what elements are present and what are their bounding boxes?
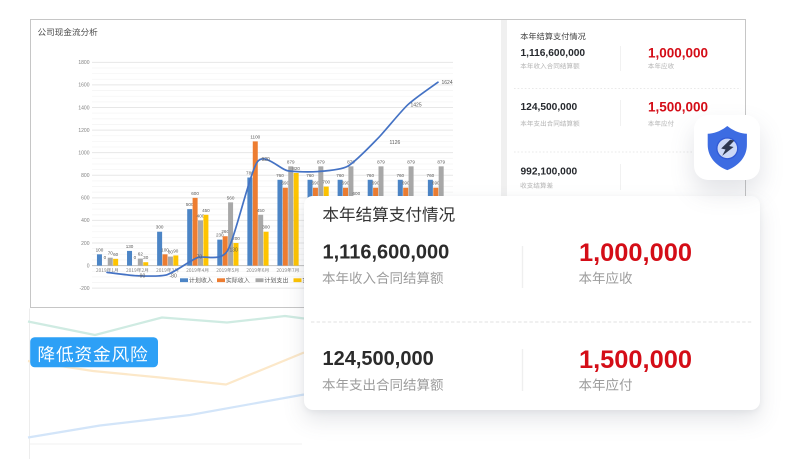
- svg-text:100: 100: [161, 247, 169, 252]
- svg-text:690: 690: [372, 181, 380, 186]
- svg-text:400: 400: [81, 218, 90, 224]
- svg-text:690: 690: [402, 181, 410, 186]
- svg-text:1800: 1800: [78, 60, 89, 66]
- svg-text:690: 690: [312, 181, 320, 186]
- svg-text:30: 30: [143, 255, 149, 260]
- svg-text:-80: -80: [170, 273, 177, 279]
- svg-text:130: 130: [230, 248, 239, 254]
- svg-text:0: 0: [87, 263, 90, 269]
- svg-text:-200: -200: [79, 286, 89, 292]
- svg-text:500: 500: [186, 202, 194, 207]
- svg-text:200: 200: [232, 236, 240, 241]
- svg-text:1000: 1000: [78, 150, 89, 156]
- svg-text:1425: 1425: [411, 103, 422, 109]
- svg-text:600: 600: [191, 191, 199, 196]
- svg-text:0: 0: [134, 255, 137, 260]
- svg-text:130: 130: [126, 244, 134, 249]
- svg-text:780: 780: [246, 171, 254, 176]
- svg-text:1,500,000: 1,500,000: [648, 100, 708, 115]
- svg-text:560: 560: [227, 195, 235, 200]
- svg-text:1,500,000: 1,500,000: [579, 346, 692, 374]
- svg-text:879: 879: [347, 159, 355, 164]
- svg-text:760: 760: [396, 173, 404, 178]
- svg-text:800: 800: [81, 173, 90, 179]
- svg-text:90: 90: [173, 248, 179, 253]
- svg-text:760: 760: [276, 173, 284, 178]
- svg-text:690: 690: [342, 181, 350, 186]
- svg-text:1400: 1400: [78, 105, 89, 111]
- svg-text:1,000,000: 1,000,000: [648, 46, 708, 61]
- svg-text:1,000,000: 1,000,000: [579, 239, 692, 267]
- svg-text:1600: 1600: [78, 83, 89, 89]
- svg-text:1,116,600,000: 1,116,600,000: [521, 48, 586, 59]
- svg-text:690: 690: [432, 181, 440, 186]
- svg-text:60: 60: [113, 252, 119, 257]
- svg-text:1624: 1624: [442, 80, 453, 86]
- svg-text:70: 70: [197, 255, 203, 261]
- svg-text:879: 879: [317, 159, 325, 164]
- svg-text:450: 450: [202, 208, 210, 213]
- svg-text:600: 600: [81, 196, 90, 202]
- svg-text:260: 260: [221, 229, 229, 234]
- svg-text:992,100,000: 992,100,000: [521, 167, 578, 178]
- svg-text:100: 100: [96, 247, 104, 252]
- svg-text:760: 760: [306, 173, 314, 178]
- svg-text:879: 879: [407, 159, 415, 164]
- svg-text:80: 80: [168, 250, 174, 255]
- svg-text:450: 450: [257, 208, 265, 213]
- svg-text:62: 62: [138, 252, 144, 257]
- svg-text:400: 400: [197, 213, 205, 218]
- svg-text:200: 200: [81, 241, 90, 247]
- svg-text:-90: -90: [138, 274, 145, 280]
- svg-text:300: 300: [156, 225, 164, 230]
- svg-text:760: 760: [366, 173, 374, 178]
- svg-text:124,500,000: 124,500,000: [323, 348, 434, 370]
- svg-text:760: 760: [427, 173, 435, 178]
- svg-text:0: 0: [104, 255, 107, 260]
- svg-text:300: 300: [262, 225, 270, 230]
- svg-text:1200: 1200: [78, 128, 89, 134]
- svg-text:690: 690: [282, 181, 290, 186]
- svg-text:760: 760: [336, 173, 344, 178]
- svg-text:920: 920: [262, 157, 271, 163]
- svg-text:1126: 1126: [390, 140, 401, 146]
- svg-text:124,500,000: 124,500,000: [521, 102, 578, 113]
- svg-text:230: 230: [216, 233, 224, 238]
- svg-text:1100: 1100: [250, 134, 260, 139]
- svg-text:879: 879: [437, 159, 445, 164]
- svg-text:700: 700: [322, 180, 330, 185]
- svg-text:879: 879: [287, 159, 295, 164]
- svg-text:879: 879: [377, 159, 385, 164]
- svg-text:1,116,600,000: 1,116,600,000: [323, 241, 450, 263]
- svg-text:70: 70: [108, 251, 114, 256]
- svg-text:820: 820: [292, 166, 300, 171]
- svg-text:600: 600: [352, 191, 360, 196]
